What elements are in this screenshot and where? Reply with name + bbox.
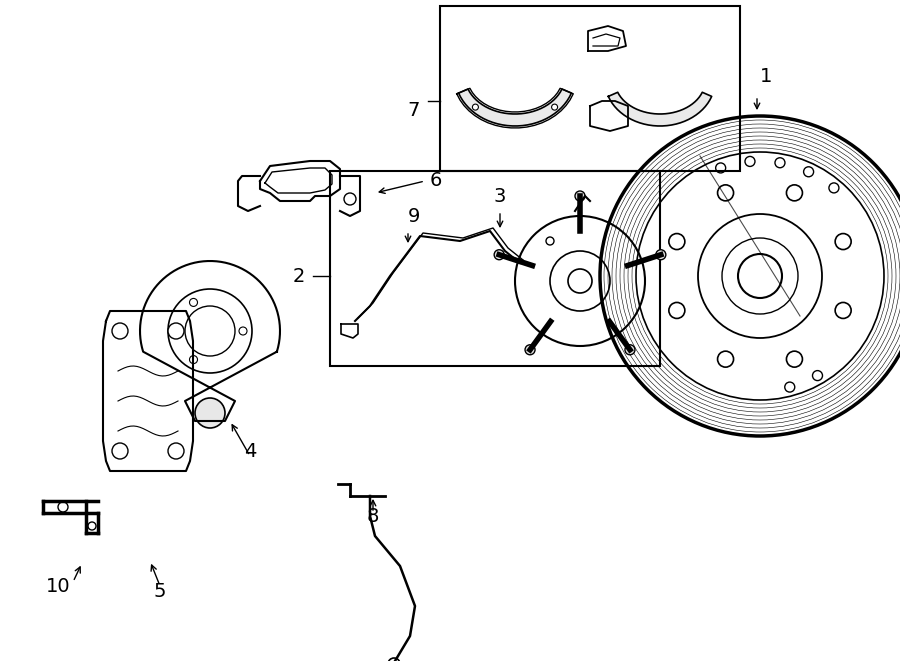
Circle shape bbox=[546, 237, 554, 245]
Circle shape bbox=[787, 351, 803, 367]
Circle shape bbox=[190, 298, 197, 307]
Circle shape bbox=[112, 443, 128, 459]
Circle shape bbox=[344, 193, 356, 205]
Circle shape bbox=[656, 250, 666, 260]
Circle shape bbox=[494, 250, 504, 260]
Circle shape bbox=[525, 345, 535, 355]
Circle shape bbox=[787, 185, 803, 201]
Bar bbox=[330, 171, 660, 366]
Circle shape bbox=[112, 323, 128, 339]
Circle shape bbox=[745, 157, 755, 167]
Text: 1: 1 bbox=[760, 67, 772, 86]
Circle shape bbox=[88, 522, 96, 530]
Circle shape bbox=[568, 269, 592, 293]
Text: 6: 6 bbox=[430, 171, 443, 190]
Circle shape bbox=[168, 443, 184, 459]
Circle shape bbox=[717, 351, 734, 367]
Circle shape bbox=[58, 502, 68, 512]
Text: 9: 9 bbox=[408, 207, 420, 226]
Circle shape bbox=[575, 191, 585, 201]
Circle shape bbox=[168, 323, 184, 339]
Circle shape bbox=[552, 104, 558, 110]
Circle shape bbox=[716, 163, 725, 173]
Circle shape bbox=[835, 233, 851, 250]
Text: 3: 3 bbox=[494, 187, 506, 206]
Circle shape bbox=[804, 167, 814, 176]
Polygon shape bbox=[608, 93, 712, 126]
Text: 10: 10 bbox=[46, 577, 70, 596]
Text: 7: 7 bbox=[408, 102, 420, 120]
Circle shape bbox=[669, 303, 685, 319]
Circle shape bbox=[195, 398, 225, 428]
Text: 8: 8 bbox=[367, 507, 379, 526]
Circle shape bbox=[669, 233, 685, 250]
Text: 2: 2 bbox=[292, 266, 305, 286]
Circle shape bbox=[190, 356, 197, 364]
Circle shape bbox=[625, 345, 635, 355]
Circle shape bbox=[835, 303, 851, 319]
Circle shape bbox=[785, 382, 795, 392]
Circle shape bbox=[388, 658, 400, 661]
Circle shape bbox=[738, 254, 782, 298]
Text: 5: 5 bbox=[154, 582, 166, 601]
Polygon shape bbox=[459, 89, 572, 126]
Circle shape bbox=[239, 327, 247, 335]
Circle shape bbox=[813, 371, 823, 381]
Text: 4: 4 bbox=[244, 442, 256, 461]
Bar bbox=[440, 6, 740, 171]
Circle shape bbox=[717, 185, 734, 201]
Circle shape bbox=[829, 183, 839, 193]
Circle shape bbox=[775, 158, 785, 168]
Circle shape bbox=[472, 104, 479, 110]
